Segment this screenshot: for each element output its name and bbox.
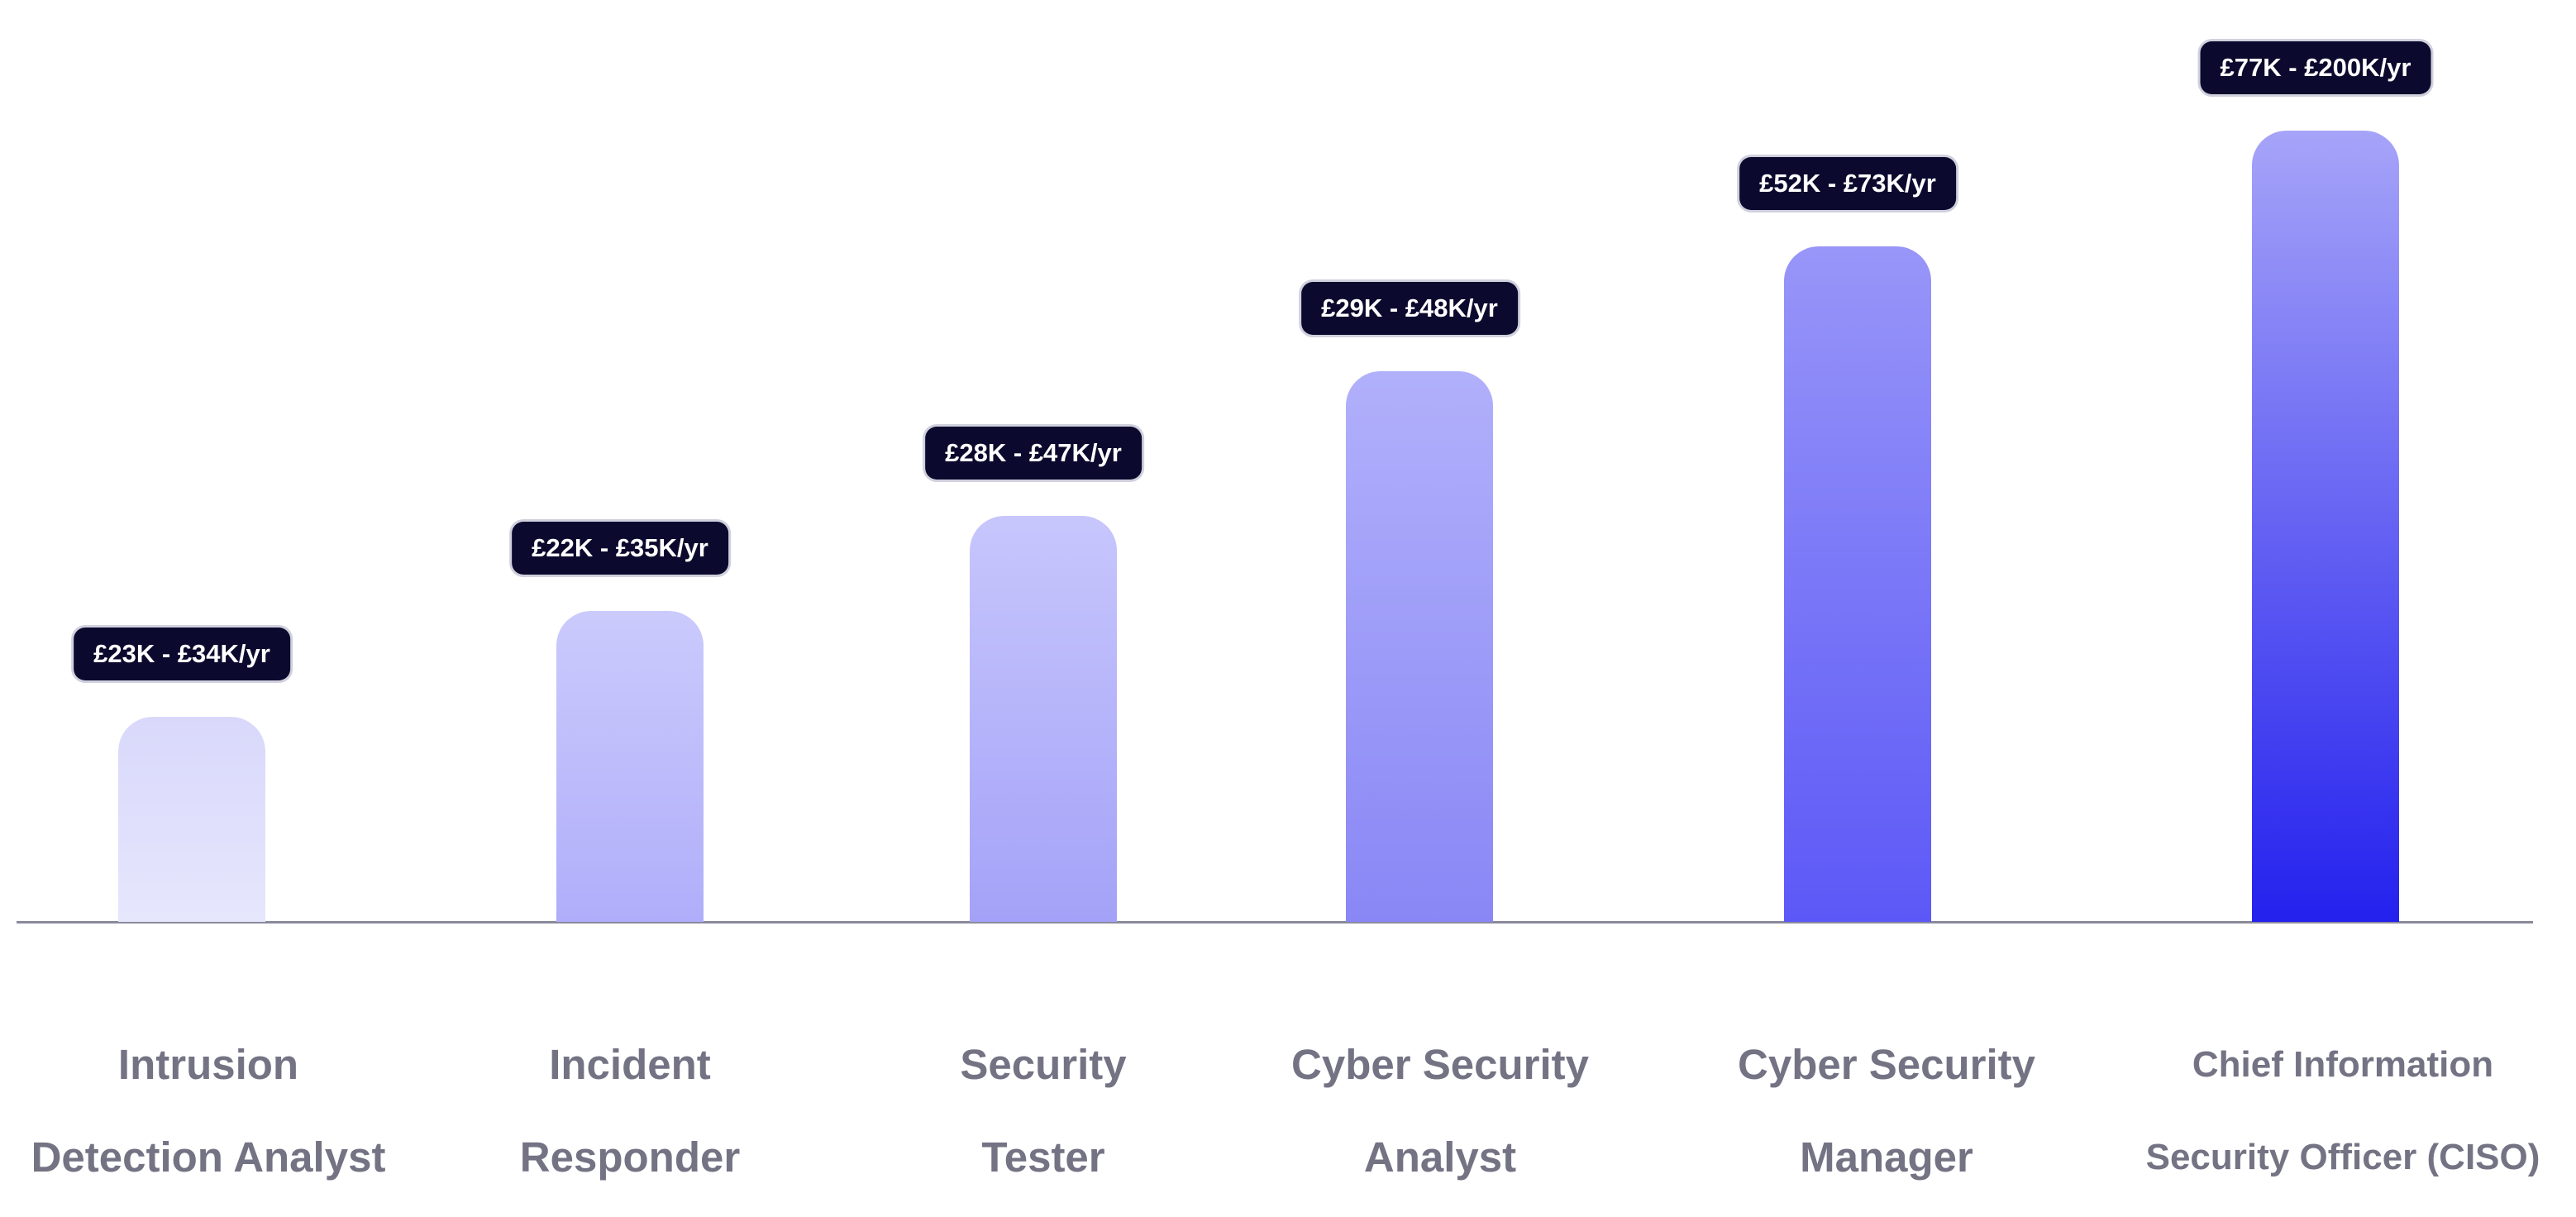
bar-3 [970,515,1117,922]
bar-value-label-1: £23K - £34K/yr [74,628,290,681]
x-axis-line [17,921,2533,923]
bar-4 [1346,371,1493,922]
category-label-line: Detection Analyst [31,1133,386,1181]
bar-1 [118,717,265,922]
bar-value-label-4: £29K - £48K/yr [1301,282,1518,336]
salary-chart: £23K - £34K/yr Intrusion Detection Analyst… [17,41,2540,1181]
bar-6 [2252,130,2399,922]
category-label-line: Intrusion [117,1041,299,1088]
category-label-1: Intrusion Detection Analyst [0,1032,440,1217]
category-label-3: Security Tester [812,1032,1275,1217]
bar-value-label-3: £28K - £47K/yr [925,426,1142,480]
bar-value-label-6: £77K - £200K/yr [2200,41,2431,94]
category-label-line: Analyst [1363,1133,1517,1181]
bar-2 [556,610,704,922]
bar-5 [1784,246,1931,922]
category-label-line: Tester [981,1133,1105,1181]
category-label-line: Security Officer (CISO) [2145,1137,2540,1177]
category-label-6: Chief Information Security Officer (CISO) [2111,1032,2574,1217]
category-label-line: Responder [519,1133,741,1181]
category-label-line: Security [960,1041,1127,1088]
category-label-line: Manager [1800,1133,1973,1181]
bar-value-label-5: £52K - £73K/yr [1739,156,1956,210]
category-label-line: Chief Information [2192,1044,2494,1085]
category-label-4: Cyber Security Analyst [1209,1032,1672,1217]
category-label-line: Incident [549,1041,711,1088]
bar-value-label-2: £22K - £35K/yr [512,521,728,575]
category-label-line: Cyber Security [1738,1041,2035,1088]
category-label-line: Cyber Security [1291,1041,1589,1088]
category-label-2: Incident Responder [398,1032,861,1217]
category-label-5: Cyber Security Manager [1655,1032,2118,1217]
